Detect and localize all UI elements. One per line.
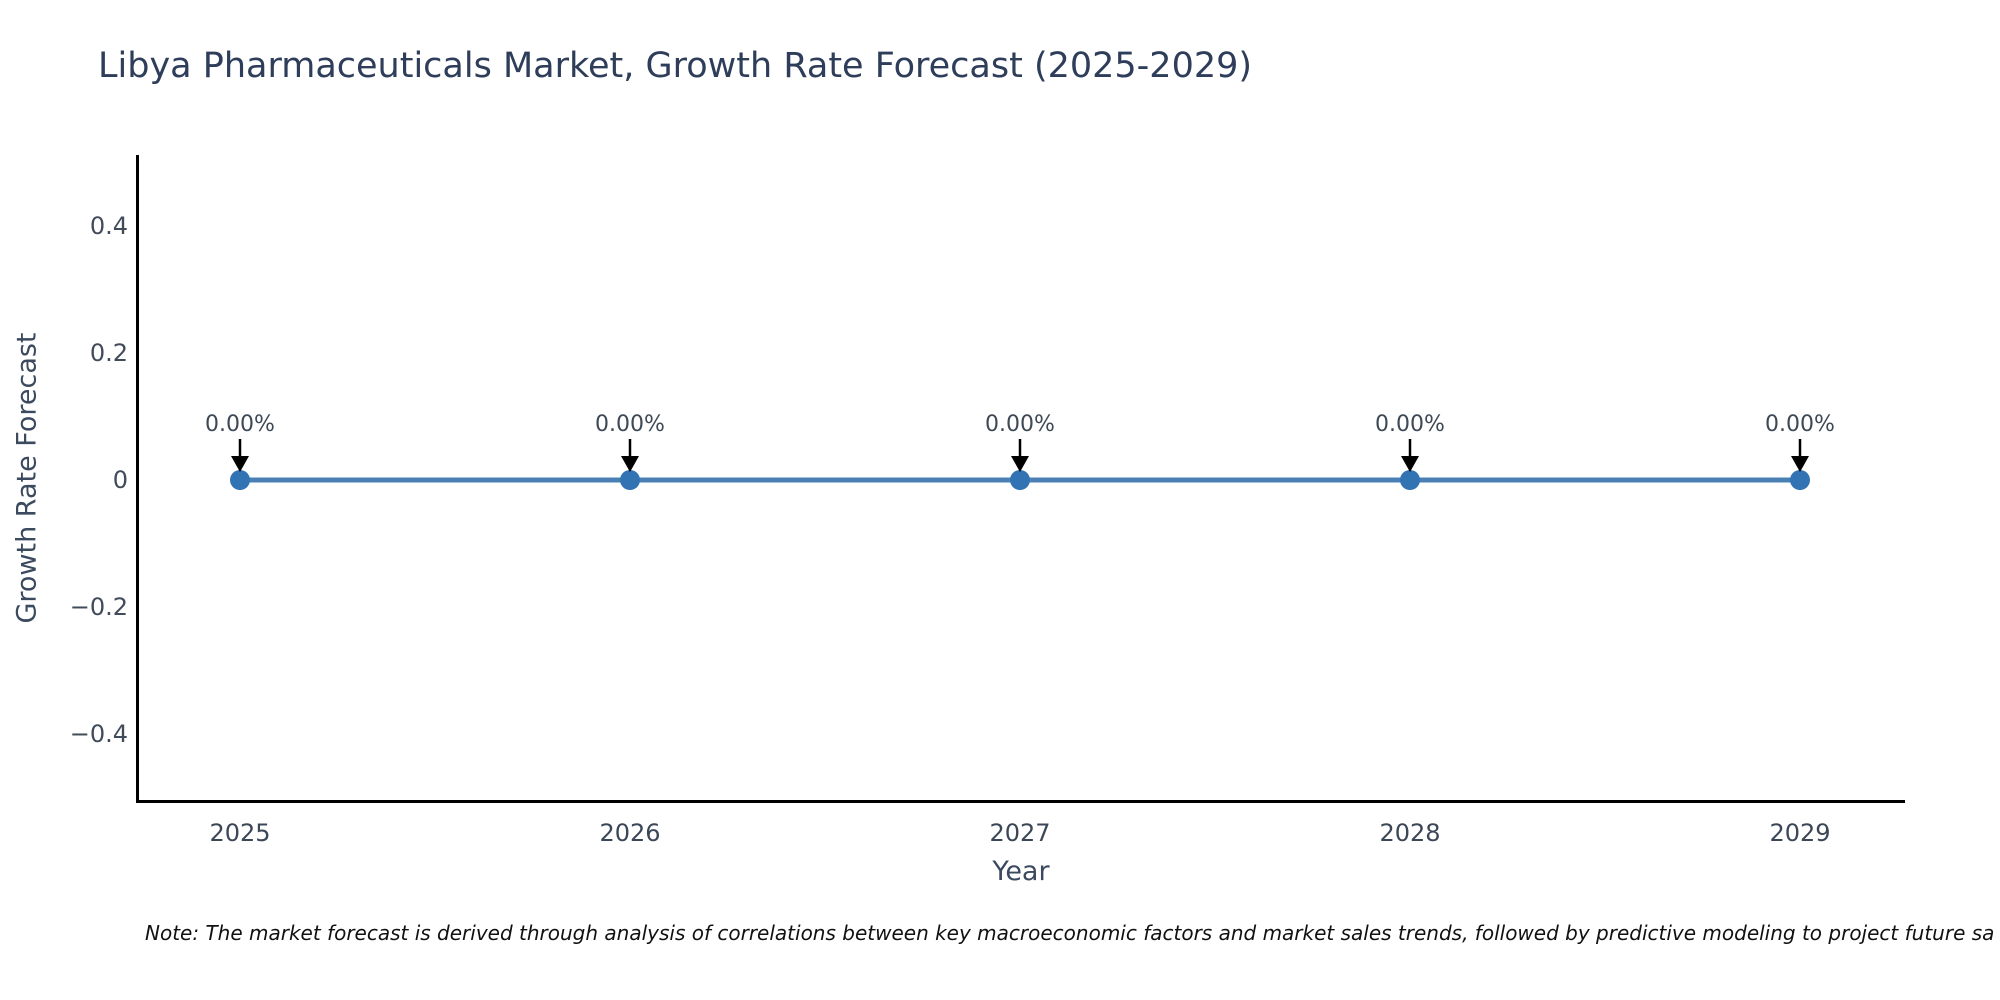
- annotation-arrow-head: [621, 456, 639, 472]
- point-value-label: 0.00%: [1375, 412, 1445, 437]
- x-axis-title: Year: [992, 856, 1050, 887]
- data-point-marker: [1790, 470, 1810, 490]
- x-tick-label: 2027: [989, 819, 1050, 847]
- x-axis-spine: [136, 800, 1905, 803]
- x-tick-label: 2026: [599, 819, 660, 847]
- y-tick-label: 0: [113, 466, 128, 494]
- annotation-arrow-head: [1791, 456, 1809, 472]
- y-axis-title: Growth Rate Forecast: [11, 332, 43, 624]
- footnote: Note: The market forecast is derived thr…: [145, 921, 1995, 945]
- point-value-label: 0.00%: [985, 412, 1055, 437]
- data-point-marker: [230, 470, 250, 490]
- x-tick-label: 2025: [209, 819, 270, 847]
- y-tick-label: 0.2: [90, 339, 128, 367]
- y-tick-label: −0.2: [70, 593, 128, 621]
- data-point-marker: [1400, 470, 1420, 490]
- point-value-label: 0.00%: [1765, 412, 1835, 437]
- annotation-arrow-head: [1011, 456, 1029, 472]
- x-tick-label: 2028: [1379, 819, 1440, 847]
- y-tick-label: −0.4: [70, 720, 128, 748]
- point-value-label: 0.00%: [205, 412, 275, 437]
- data-point-marker: [620, 470, 640, 490]
- point-value-label: 0.00%: [595, 412, 665, 437]
- y-axis-spine: [136, 155, 139, 803]
- annotation-arrow-head: [231, 456, 249, 472]
- data-point-marker: [1010, 470, 1030, 490]
- annotation-arrow-head: [1401, 456, 1419, 472]
- chart-title: Libya Pharmaceuticals Market, Growth Rat…: [98, 46, 1253, 86]
- x-tick-label: 2029: [1769, 819, 1830, 847]
- y-tick-label: 0.4: [90, 212, 128, 240]
